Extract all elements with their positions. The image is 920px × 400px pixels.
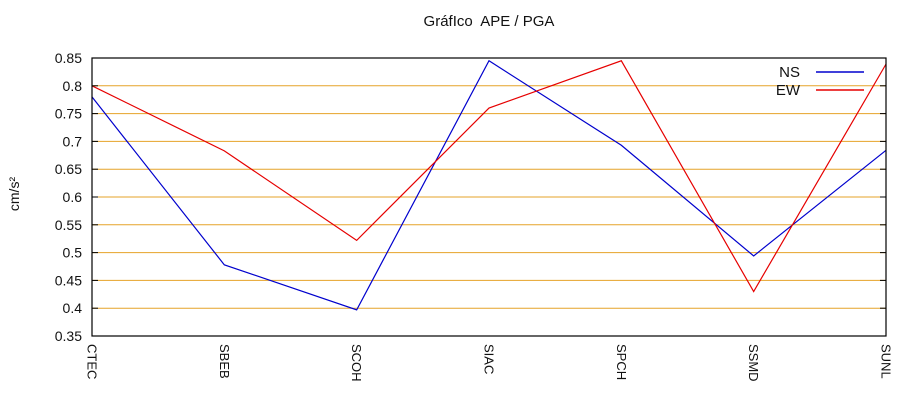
y-tick-label: 0.85 <box>55 50 82 66</box>
x-tick-label: SSMD <box>746 344 761 382</box>
y-tick-label: 0.65 <box>55 161 82 177</box>
y-tick-label: 0.6 <box>63 189 83 205</box>
x-tick-label: SUNL <box>879 344 894 379</box>
y-tick-label: 0.7 <box>63 133 83 149</box>
y-tick-label: 0.8 <box>63 78 83 94</box>
chart-title: GráfIco APE / PGA <box>423 13 555 30</box>
y-tick-label: 0.5 <box>63 245 83 261</box>
y-tick-label: 0.35 <box>55 328 82 344</box>
y-tick-label: 0.55 <box>55 217 82 233</box>
x-tick-label: CTEC <box>85 344 100 379</box>
x-tick-label: SBEB <box>217 344 232 379</box>
series-line-ns <box>91 59 887 311</box>
legend-label-ew: EW <box>776 82 801 99</box>
series-line-ew <box>91 60 887 293</box>
y-tick-label: 0.45 <box>55 272 82 288</box>
x-tick-label: SIAC <box>482 344 497 374</box>
x-tick-label: SPCH <box>614 344 629 380</box>
legend-label-ns: NS <box>779 64 800 81</box>
x-tick-label: SCOH <box>349 344 364 382</box>
y-tick-label: 0.75 <box>55 106 82 122</box>
y-tick-label: 0.4 <box>63 300 83 316</box>
